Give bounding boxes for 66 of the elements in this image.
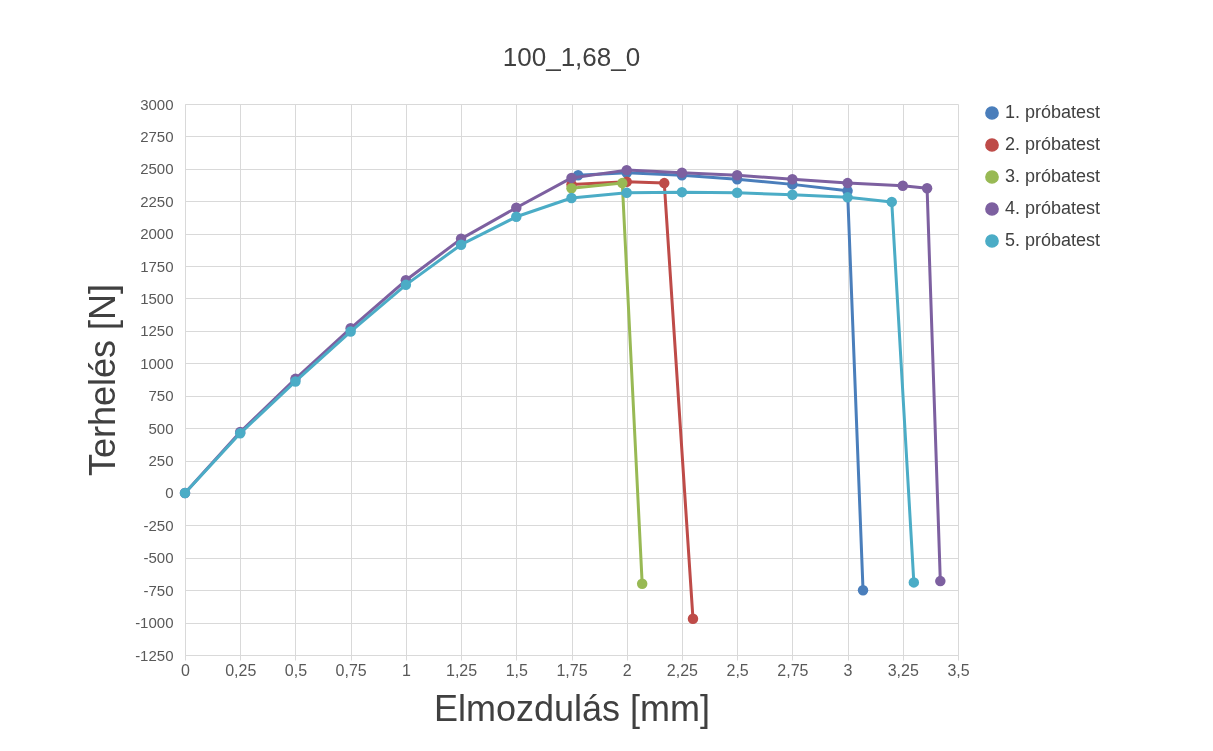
legend-label: 5. próbatest xyxy=(1005,230,1101,250)
y-tick-label: -750 xyxy=(143,581,174,599)
x-tick-label: 1,25 xyxy=(446,661,478,679)
y-axis-title: Terhelés [N] xyxy=(82,283,124,477)
point xyxy=(731,187,743,199)
chart-title: 100_1,68_0 xyxy=(502,42,641,72)
point xyxy=(566,192,577,204)
point xyxy=(617,177,628,189)
y-tick-label: -500 xyxy=(143,549,174,567)
point xyxy=(676,186,688,198)
point xyxy=(842,177,853,189)
y-tick-label: 2250 xyxy=(140,192,174,210)
point xyxy=(566,172,577,184)
point xyxy=(886,196,897,208)
y-tick-label: -1000 xyxy=(135,614,174,632)
legend-label: 1. próbatest xyxy=(1005,102,1101,122)
legend-label: 3. próbatest xyxy=(1005,166,1101,186)
point xyxy=(566,183,577,194)
x-tick-label: 0,5 xyxy=(284,661,308,679)
y-tick-label: 1500 xyxy=(140,289,174,307)
x-tick-label: 0,25 xyxy=(225,661,257,679)
x-tick-label: 2,5 xyxy=(726,661,749,679)
point xyxy=(921,183,933,194)
point xyxy=(636,578,648,589)
legend-label: 2. próbatest xyxy=(1005,134,1101,154)
point xyxy=(857,584,869,596)
y-tick-label: 250 xyxy=(148,452,174,470)
point xyxy=(787,173,798,185)
y-tick-label: 2750 xyxy=(140,127,174,145)
x-tick-label: 2 xyxy=(622,661,632,679)
x-tick-label: 1,5 xyxy=(505,661,528,679)
y-tick-label: 1750 xyxy=(140,257,174,275)
x-tick-label: 0 xyxy=(181,661,191,679)
x-tick-label: 1 xyxy=(401,661,411,679)
legend-label: 4. próbatest xyxy=(1005,198,1101,218)
y-tick-label: -1250 xyxy=(135,646,174,664)
x-tick-label: 0,75 xyxy=(335,661,367,679)
point xyxy=(897,180,909,191)
x-tick-label: 1,75 xyxy=(556,661,588,679)
point xyxy=(455,239,467,250)
point xyxy=(842,192,853,203)
x-tick-label: 3,25 xyxy=(887,661,919,679)
point xyxy=(687,613,699,624)
point xyxy=(787,189,798,200)
y-tick-label: 750 xyxy=(148,387,174,405)
x-tick-label: 2,75 xyxy=(777,661,809,679)
x-tick-label: 3,5 xyxy=(947,661,970,679)
y-tick-label: 1000 xyxy=(140,354,174,372)
y-tick-label: 3000 xyxy=(140,95,174,113)
point xyxy=(731,170,743,181)
point xyxy=(935,575,946,587)
y-tick-label: 500 xyxy=(148,419,174,437)
y-tick-label: -250 xyxy=(143,516,174,534)
y-tick-label: 2500 xyxy=(140,160,174,178)
point xyxy=(511,211,522,223)
x-axis-title: Elmozdulás [mm] xyxy=(433,687,711,729)
x-tick-label: 3 xyxy=(843,661,853,679)
point xyxy=(908,577,920,588)
y-tick-label: 0 xyxy=(165,484,174,502)
y-tick-label: 1250 xyxy=(140,322,174,340)
point xyxy=(400,279,412,291)
y-tick-label: 2000 xyxy=(140,225,174,243)
point xyxy=(621,187,632,199)
x-tick-label: 2,25 xyxy=(666,661,699,679)
point xyxy=(659,177,670,189)
point xyxy=(511,202,522,213)
